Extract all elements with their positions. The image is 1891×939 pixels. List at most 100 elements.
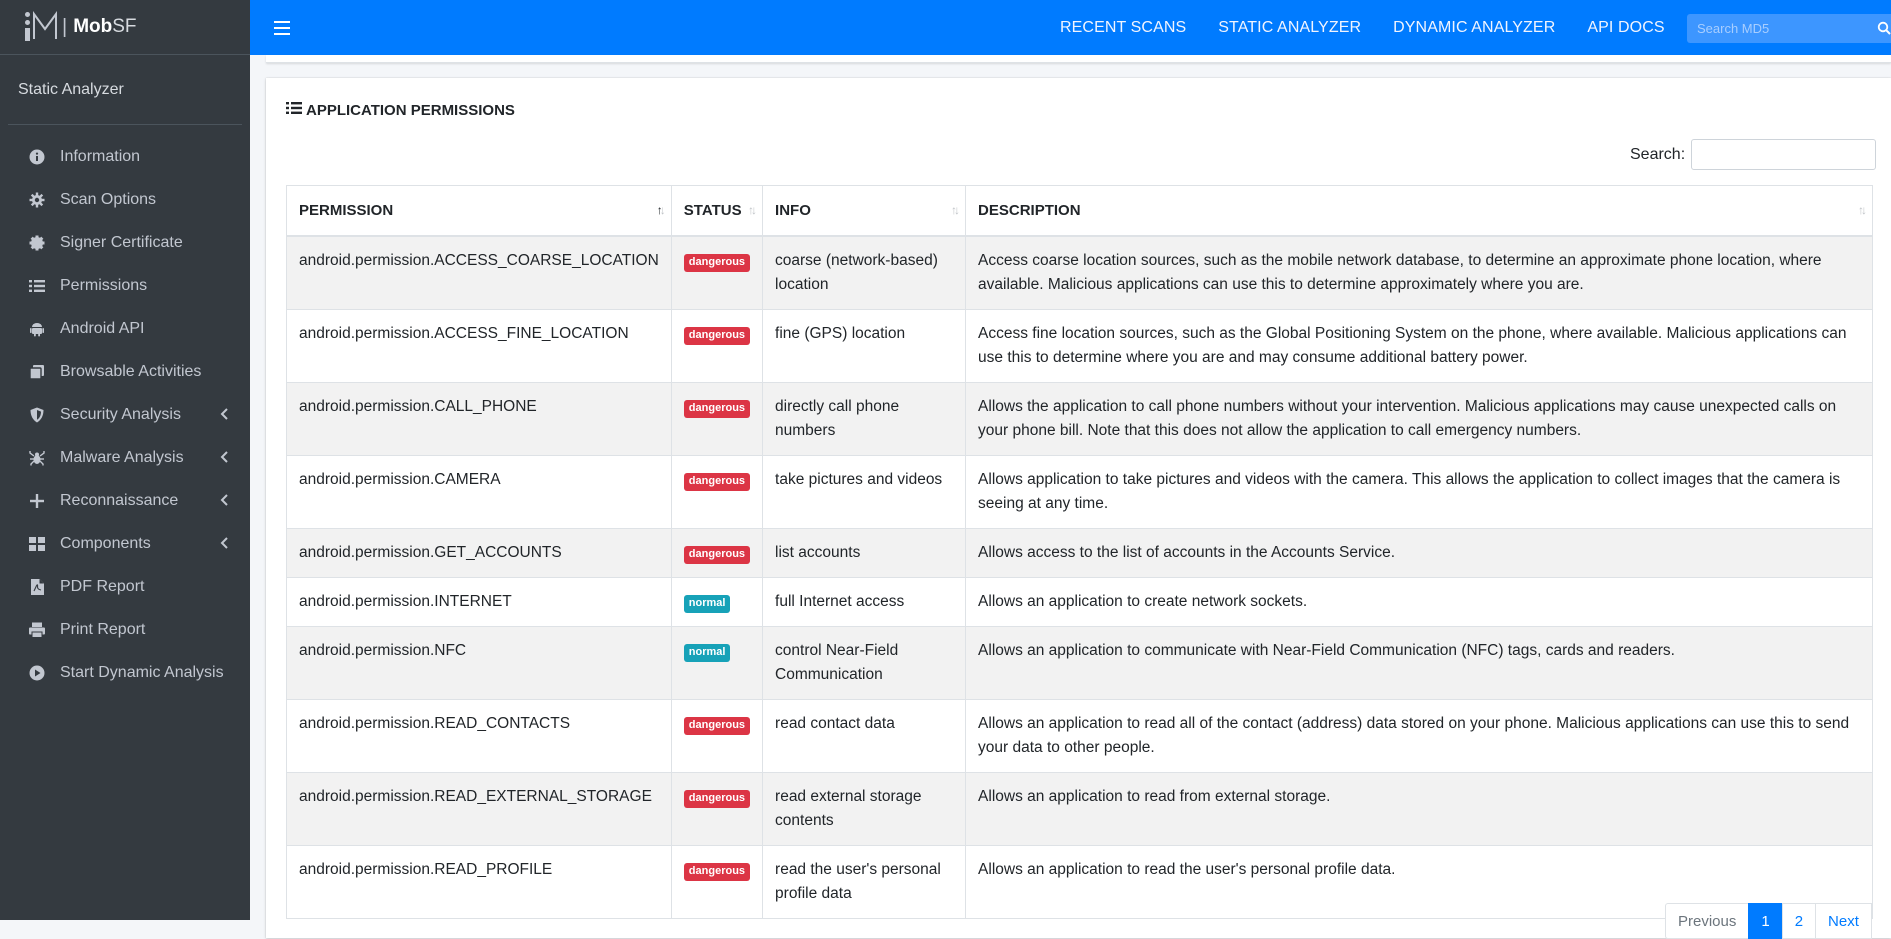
table-search-input[interactable] (1691, 139, 1877, 170)
shield-icon (28, 406, 46, 424)
table-search: Search: (1630, 139, 1877, 170)
info-cell: list accounts (762, 527, 967, 578)
search-icon[interactable] (1877, 21, 1891, 40)
table-header-row: PERMISSION ↑↓ STATUS ↑↓ INFO ↑↓ DESCRIPTION… (286, 185, 1873, 237)
info-cell: fine (GPS) location (762, 308, 967, 383)
sidebar-item-components[interactable]: Components (0, 522, 250, 565)
table-row: android.permission.READ_CONTACTS dangerou… (286, 698, 1873, 773)
sidebar-item-android-api[interactable]: Android API (0, 307, 250, 350)
chevron-left-icon (220, 407, 228, 425)
sidebar-item-start-dynamic-analysis[interactable]: Start Dynamic Analysis (0, 651, 250, 694)
status-cell: dangerous (670, 527, 764, 578)
status-badge: dangerous (683, 472, 751, 491)
sidebar-item-scan-options[interactable]: Scan Options (0, 178, 250, 221)
description-cell: Allows an application to communicate wit… (965, 625, 1873, 700)
sidebar-item-label: Security Analysis (60, 405, 181, 423)
status-badge: normal (683, 594, 731, 613)
brand-separator: | (62, 15, 68, 38)
description-cell: Allows the application to call phone num… (965, 381, 1873, 456)
column-header-status[interactable]: STATUS ↑↓ (670, 185, 764, 237)
status-badge: dangerous (683, 545, 751, 564)
status-badge: dangerous (683, 716, 751, 735)
table-body: android.permission.ACCESS_COARSE_LOCATIO… (286, 235, 1873, 919)
nav-link-static-analyzer[interactable]: STATIC ANALYZER (1218, 18, 1362, 36)
table-row: android.permission.READ_PROFILE dangerous… (286, 844, 1873, 919)
previous-card-bottom (266, 55, 1891, 63)
status-cell: dangerous (670, 381, 764, 456)
sidebar-item-label: Permissions (60, 276, 148, 294)
sidebar-item-information[interactable]: Information (0, 135, 250, 178)
info-cell: read the user's personal profile data (762, 844, 967, 919)
play-circle-icon (28, 664, 46, 682)
sidebar-item-permissions[interactable]: Permissions (0, 264, 250, 307)
md5-search-input[interactable] (1697, 21, 1877, 36)
brand[interactable]: | MobSF (0, 0, 250, 55)
sidebar-item-label: Android API (60, 319, 145, 337)
mobsf-logo-icon (22, 9, 60, 45)
table-row: android.permission.CAMERA dangerous take p… (286, 454, 1873, 529)
description-cell: Allows application to take pictures and … (965, 454, 1873, 529)
sidebar-item-label: Start Dynamic Analysis (60, 663, 224, 681)
description-cell: Allows an application to read from exter… (965, 771, 1873, 846)
table-row: android.permission.CALL_PHONE dangerous di… (286, 381, 1873, 456)
column-header-permission[interactable]: PERMISSION ↑↓ (286, 185, 672, 237)
status-cell: normal (670, 625, 764, 700)
info-cell: read contact data (762, 698, 967, 773)
permission-cell: android.permission.READ_PROFILE (286, 844, 672, 919)
status-cell: normal (670, 576, 764, 627)
table-row: android.permission.ACCESS_FINE_LOCATION d… (286, 308, 1873, 383)
card-title-text: APPLICATION PERMISSIONS (306, 101, 515, 119)
column-header-info[interactable]: INFO ↑↓ (762, 185, 967, 237)
nav-link-api-docs[interactable]: API DOCS (1587, 18, 1665, 36)
menu-toggle-icon[interactable] (274, 20, 290, 35)
pagination-page-1[interactable]: 1 (1748, 903, 1783, 939)
top-nav-links: RECENT SCANS STATIC ANALYZER DYNAMIC ANALY… (1060, 0, 1784, 55)
description-cell: Allows an application to create network … (965, 576, 1873, 627)
description-cell: Access coarse location sources, such as … (965, 235, 1873, 310)
sidebar-item-label: Reconnaissance (60, 491, 179, 509)
list-icon (286, 101, 302, 119)
permission-cell: android.permission.NFC (286, 625, 672, 700)
status-cell: dangerous (670, 698, 764, 773)
gear-icon (28, 191, 46, 209)
permission-cell: android.permission.READ_CONTACTS (286, 698, 672, 773)
column-header-description[interactable]: DESCRIPTION ↑↓ (965, 185, 1873, 237)
nav-link-recent-scans[interactable]: RECENT SCANS (1060, 18, 1187, 36)
sidebar: | MobSF Static Analyzer Information Scan … (0, 0, 250, 920)
permission-cell: android.permission.READ_EXTERNAL_STORAGE (286, 771, 672, 846)
permissions-card: APPLICATION PERMISSIONS Search: PERMISSI… (266, 78, 1891, 939)
chevron-left-icon (220, 536, 228, 554)
card-title: APPLICATION PERMISSIONS (286, 101, 515, 119)
pagination-next-button[interactable]: Next (1815, 903, 1872, 939)
sidebar-item-signer-certificate[interactable]: Signer Certificate (0, 221, 250, 264)
grid-icon (28, 535, 46, 553)
sort-icon: ↑↓ (748, 203, 757, 217)
sort-icon: ↑↓ (951, 203, 960, 217)
pagination-previous-button[interactable]: Previous (1665, 903, 1750, 939)
sidebar-item-reconnaissance[interactable]: Reconnaissance (0, 479, 250, 522)
status-badge: normal (683, 643, 731, 662)
sidebar-item-security-analysis[interactable]: Security Analysis (0, 393, 250, 436)
sidebar-item-label: Information (60, 147, 141, 165)
table-search-label: Search: (1630, 145, 1686, 163)
spider-icon (28, 449, 46, 467)
info-circle-icon (28, 148, 46, 166)
sidebar-item-browsable-activities[interactable]: Browsable Activities (0, 350, 250, 393)
sidebar-item-print-report[interactable]: Print Report (0, 608, 250, 651)
sidebar-item-pdf-report[interactable]: PDF Report (0, 565, 250, 608)
status-cell: dangerous (670, 308, 764, 383)
sort-icon: ↑↓ (656, 203, 666, 217)
pagination-page-2[interactable]: 2 (1781, 903, 1817, 939)
top-navbar: RECENT SCANS STATIC ANALYZER DYNAMIC ANALY… (250, 0, 1891, 55)
permission-cell: android.permission.INTERNET (286, 576, 672, 627)
status-badge: dangerous (683, 789, 751, 808)
sidebar-item-malware-analysis[interactable]: Malware Analysis (0, 436, 250, 479)
info-cell: take pictures and videos (762, 454, 967, 529)
sidebar-item-label: Malware Analysis (60, 448, 184, 466)
chevron-left-icon (220, 450, 228, 468)
permission-cell: android.permission.ACCESS_COARSE_LOCATIO… (286, 235, 672, 310)
info-cell: full Internet access (762, 576, 967, 627)
crosshair-icon (28, 492, 46, 510)
nav-link-dynamic-analyzer[interactable]: DYNAMIC ANALYZER (1393, 18, 1556, 36)
list-icon (28, 277, 46, 295)
